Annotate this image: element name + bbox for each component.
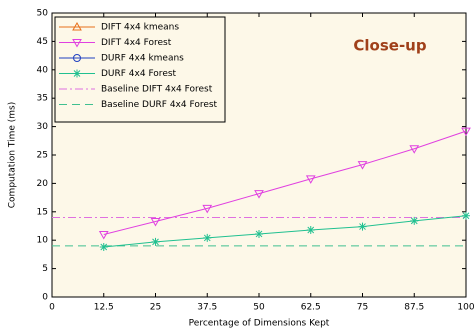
marker: [357, 161, 368, 170]
marker: [462, 211, 470, 220]
legend-label: DURF 4x4 Forest: [101, 69, 177, 79]
marker: [461, 127, 471, 137]
marker: [254, 190, 264, 199]
marker: [150, 217, 161, 227]
marker: [305, 175, 316, 184]
marker: [151, 237, 160, 246]
marker: [203, 233, 212, 242]
x-tick-label: 25: [150, 303, 161, 313]
x-tick-label: 12.5: [94, 303, 114, 313]
x-tick-label: 0: [49, 303, 55, 313]
y-tick-label: 10: [37, 236, 49, 246]
x-tick-label: 75: [357, 303, 368, 313]
marker: [409, 145, 420, 154]
legend-label: DIFT 4x4 Forest: [101, 38, 172, 48]
series-line: [103, 130, 467, 236]
legend-box: [54, 16, 226, 123]
legend-label: Baseline DURF 4x4 Forest: [101, 100, 218, 110]
legend-marker: [72, 21, 82, 31]
x-tick-label: 87.5: [404, 303, 424, 313]
legend-label: DIFT 4x4 kmeans: [101, 23, 179, 33]
y-tick-label: 35: [37, 94, 48, 104]
x-tick-label: 62.5: [301, 303, 321, 313]
marker: [410, 216, 419, 225]
marker: [306, 225, 315, 234]
x-tick-label: 50: [253, 303, 265, 313]
x-tick-label: 37.5: [197, 303, 217, 313]
legend-marker: [73, 54, 81, 62]
legend-marker: [72, 39, 82, 48]
y-tick-label: 25: [37, 151, 48, 161]
y-tick-label: 0: [42, 293, 48, 303]
annotation: Close-up: [353, 37, 426, 55]
y-axis-label: Computation Time (ms): [8, 102, 18, 208]
y-tick-label: 5: [42, 264, 48, 274]
legend-label: Baseline DIFT 4x4 Forest: [101, 85, 213, 95]
y-tick-label: 50: [37, 9, 49, 19]
marker: [255, 229, 263, 238]
y-tick-label: 15: [37, 207, 48, 217]
y-tick-label: 20: [37, 179, 49, 189]
legend-label: DURF 4x4 kmeans: [101, 54, 184, 64]
legend-marker: [73, 69, 81, 78]
x-axis-label: Percentage of Dimensions Kept: [189, 319, 330, 329]
marker: [358, 222, 367, 231]
marker: [98, 231, 109, 240]
marker: [202, 204, 213, 214]
series-line: [103, 215, 467, 248]
y-tick-label: 30: [37, 122, 49, 132]
marker: [99, 243, 108, 252]
y-tick-label: 45: [37, 37, 48, 47]
y-tick-label: 40: [37, 65, 49, 75]
x-tick-label: 100: [457, 303, 474, 313]
